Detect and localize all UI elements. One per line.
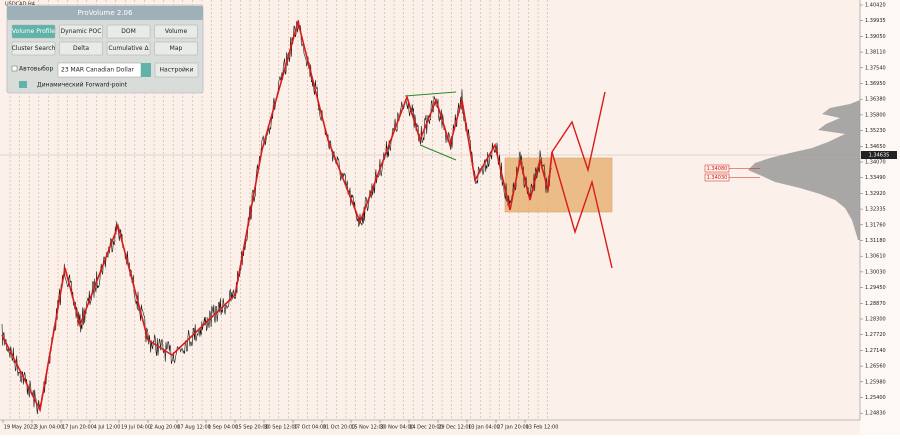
price-tick-label: 1.35800: [865, 112, 886, 118]
price-tick-label: 1.26560: [865, 364, 886, 370]
forecast-down: [551, 151, 613, 269]
trend-line: [404, 91, 457, 97]
panel-background: [6, 4, 204, 94]
level-label: 1.34080: [707, 166, 728, 172]
forecast-up: [551, 91, 606, 173]
price-tick-label: 1.28870: [865, 301, 886, 307]
provolume-panel: ProVolume 2.06 Volume Profile Dynamic POC…: [6, 4, 204, 94]
panel-title: ProVolume 2.06: [78, 9, 133, 17]
time-tick-label: 17 Aug 12:00: [177, 425, 211, 431]
price-tick-label: 1.38110: [865, 50, 886, 56]
price-tick-label: 1.36380: [865, 97, 886, 103]
time-tick-label: 19 Jul 04:00: [121, 425, 151, 431]
current-price: 1.34635: [869, 153, 890, 159]
panel-button[interactable]: [106, 41, 151, 56]
time-tick-label: 19 May 2022: [4, 425, 37, 431]
price-axis-area: [860, 0, 900, 435]
price-tick-label: 1.24830: [865, 411, 886, 417]
panel-button[interactable]: [59, 24, 103, 39]
settings-button[interactable]: [154, 62, 199, 78]
panel-button-label: Volume Profile: [12, 28, 55, 35]
price-tick-label: 1.25980: [865, 379, 886, 385]
time-tick-label: 4 Jul 12:00: [94, 425, 121, 431]
price-tick-label: 1.31180: [865, 238, 886, 244]
price-tick-label: 1.34070: [865, 160, 886, 166]
price-tick-label: 1.35230: [865, 128, 886, 134]
price-tick-label: 1.32920: [865, 191, 886, 197]
panel-button-label: DOM: [121, 28, 136, 35]
panel-button[interactable]: [11, 41, 56, 56]
instrument-value: 23 MAR Canadian Dollar: [61, 67, 134, 74]
value-area-box: [504, 157, 613, 213]
price-tick-label: 1.40420: [865, 3, 886, 9]
button-grid: Volume Profile Dynamic POC DOM Volume Cluste…: [11, 24, 198, 56]
forward-point-label: Динамический Forward-point: [37, 82, 128, 89]
time-tick-label: 15 Nov 12:00: [351, 425, 385, 431]
time-tick-label: 30 Nov 04:00: [380, 425, 414, 431]
volume-profile: [748, 100, 860, 240]
panel-button[interactable]: [59, 41, 103, 56]
price-tick-label: 1.31760: [865, 222, 886, 228]
checkbox[interactable]: [11, 65, 18, 72]
time-tick-label: 3 Jun 04:00: [35, 425, 64, 431]
panel-button[interactable]: [11, 24, 56, 39]
time-tick-label: 2 Aug 20:00: [150, 425, 181, 431]
price-axis: 1.40420 1.39935 1.39050 1.38110 1.37540 1.369…: [860, 3, 886, 417]
panel-button-label: Cluster Search: [12, 45, 56, 52]
price-tick-label: 1.27140: [865, 348, 886, 354]
price-tick-label: 1.34650: [865, 144, 886, 150]
price-tick-label: 1.28300: [865, 317, 886, 323]
price-tick-label: 1.33490: [865, 175, 886, 181]
panel-button-label: Volume: [165, 28, 188, 35]
price-tick-label: 1.36950: [865, 81, 886, 87]
symbol-label: USDCAD,H4: [5, 2, 35, 8]
time-tick-label: 29 Dec 12:00: [438, 425, 472, 431]
time-tick-label: 31 Oct 20:00: [323, 425, 356, 431]
time-tick-label: 14 Dec 20:00: [409, 425, 443, 431]
forward-point-toggle[interactable]: [19, 81, 27, 88]
price-tick-label: 1.39050: [865, 34, 886, 40]
settings-label: Настройки: [160, 67, 194, 74]
time-tick-label: 15 Sep 20:00: [235, 425, 268, 431]
price-tick-label: 1.27720: [865, 332, 886, 338]
dropdown-button[interactable]: [141, 63, 151, 77]
current-price-box: [861, 151, 897, 159]
time-tick-label: 13 Feb 12:00: [526, 425, 559, 431]
zigzag: [1, 18, 553, 413]
panel-button-label: Delta: [73, 45, 89, 52]
price-tick-label: 1.30030: [865, 269, 886, 275]
price-tick-label: 1.25400: [865, 395, 886, 401]
checkbox-label: Автовыбор: [19, 66, 53, 73]
panel-button[interactable]: [106, 24, 151, 39]
panel-button-label: Cumulative Δ: [108, 45, 149, 52]
panel-button[interactable]: [154, 24, 198, 39]
price-tick-label: 1.32335: [865, 207, 886, 213]
time-tick-label: 17 Oct 04:00: [294, 425, 327, 431]
time-tick-label: 13 Jan 04:00: [468, 425, 500, 431]
panel-titlebar: [7, 6, 203, 20]
time-tick-label: 30 Sep 12:00: [264, 425, 297, 431]
panel-button-label: Dynamic POC: [61, 28, 102, 35]
panel-button[interactable]: [154, 41, 198, 56]
price-tick-label: 1.39935: [865, 18, 886, 24]
time-tick-label: 17 Jun 20:00: [62, 425, 94, 431]
panel-button-label: Map: [170, 45, 183, 52]
time-tick-label: 27 Jan 20:00: [497, 425, 529, 431]
time-tick-label: 1 Sep 04:00: [208, 425, 238, 431]
trend-line: [419, 144, 457, 161]
price-tick-label: 1.29450: [865, 285, 886, 291]
price-tick-label: 1.37540: [865, 65, 886, 71]
level-label: 1.34030: [707, 175, 728, 181]
price-tick-label: 1.30610: [865, 254, 886, 260]
